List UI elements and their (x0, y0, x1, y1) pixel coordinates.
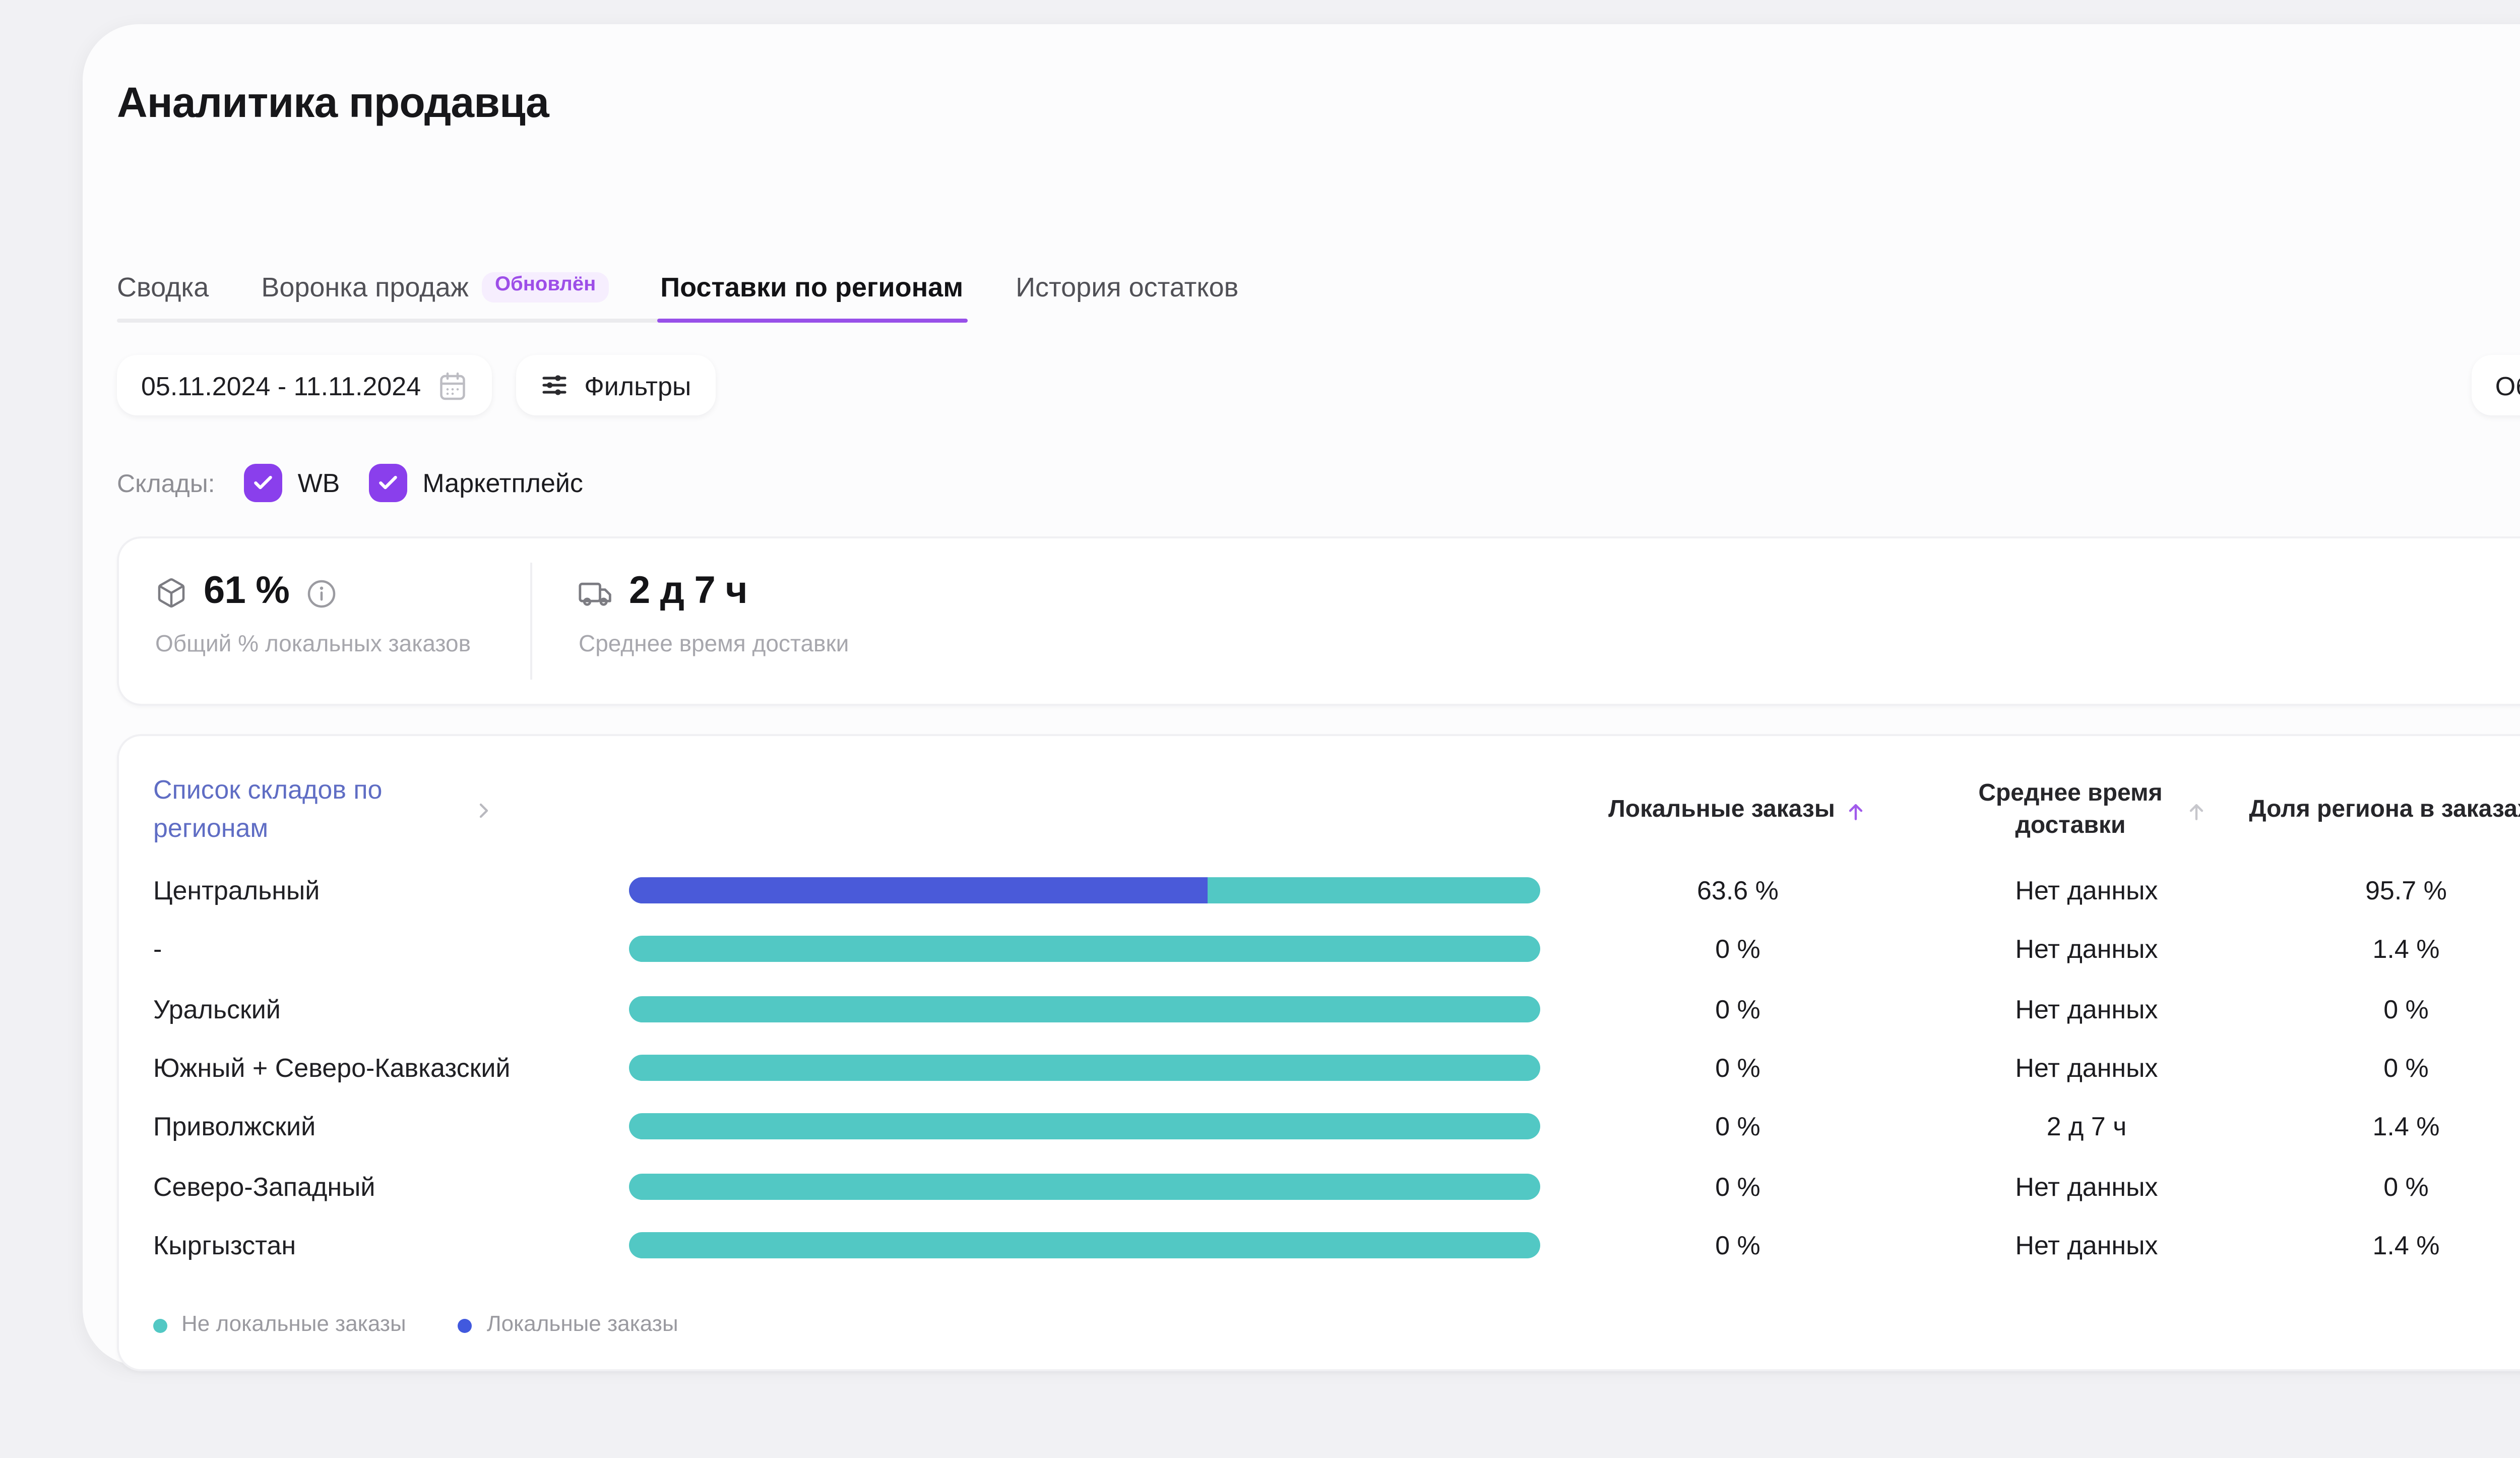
region-share-value: 95.7 % (2365, 875, 2447, 906)
orders-bar (629, 1055, 1550, 1081)
sort-arrow-up-icon (1845, 800, 1867, 822)
region-name: Центральный (153, 875, 320, 906)
stat-value: 61 % (204, 571, 290, 613)
local-orders-value: 0 % (1715, 1112, 1760, 1142)
local-orders-bar-segment (629, 877, 1209, 904)
warehouse-checkbox-marketplace[interactable]: Маркетплейс (368, 464, 583, 502)
local-orders-value: 0 % (1715, 1230, 1760, 1260)
local-orders-dot-icon (458, 1318, 473, 1332)
page-title: Аналитика продавца (117, 81, 549, 127)
region-name: - (153, 934, 162, 965)
orders-bar (629, 1232, 1550, 1258)
column-header-local-orders[interactable]: Локальные заказы (1550, 795, 1925, 826)
table-row: Южный + Северо-Кавказский 0 % Нет данных… (153, 1039, 2520, 1098)
checkbox-checked-icon (243, 464, 282, 502)
table-row: - 0 % Нет данных 1.4 % 0.1 % (153, 920, 2520, 979)
table-body: Центральный 63.6 % Нет данных 95.7 % 34.… (153, 861, 2520, 1274)
about-report-button[interactable]: Об отчёте (2471, 355, 2520, 415)
tab-voronka-prodazh[interactable]: Воронка продаж Обновлён (261, 250, 608, 323)
package-icon (155, 577, 187, 609)
local-orders-value: 0 % (1715, 934, 1760, 965)
table-row: Уральский 0 % Нет данных 0 % 6.7 % (153, 979, 2520, 1038)
delivery-time-value: Нет данных (2015, 934, 2158, 965)
tab-bar: Сводка Воронка продаж Обновлён Поставки … (117, 250, 1238, 323)
table-row: Центральный 63.6 % Нет данных 95.7 % 34.… (153, 861, 2520, 920)
legend-item-local: Локальные заказы (458, 1313, 678, 1337)
info-icon[interactable] (305, 578, 336, 608)
region-name: Южный + Северо-Кавказский (153, 1053, 511, 1083)
delivery-time-value: 2 д 7 ч (2046, 1112, 2127, 1142)
delivery-time-value: Нет данных (2015, 1171, 2158, 1201)
region-share-value: 0 % (2383, 993, 2429, 1024)
delivery-time-value: Нет данных (2015, 1230, 2158, 1260)
chart-legend: Не локальные заказы Локальные заказы (153, 1313, 678, 1337)
regions-table-panel: Список складов по регионам Локальные зак… (117, 734, 2520, 1371)
stats-divider (530, 563, 532, 680)
delivery-time-value: Нет данных (2015, 875, 2158, 906)
region-name: Северо-Западный (153, 1171, 375, 1201)
local-orders-value: 0 % (1715, 1171, 1760, 1201)
orders-bar (629, 1114, 1550, 1140)
delivery-time-value: Нет данных (2015, 1053, 2158, 1083)
table-header: Список складов по регионам Локальные зак… (153, 760, 2520, 861)
region-name: Кыргызстан (153, 1230, 296, 1260)
region-share-value: 1.4 % (2372, 1112, 2440, 1142)
region-name: Приволжский (153, 1112, 316, 1142)
delivery-time-value: Нет данных (2015, 993, 2158, 1024)
stats-panel: 61 % Общий % локальных заказов (117, 536, 2520, 706)
tab-istoriya-ostatkov[interactable]: История остатков (1016, 271, 1239, 301)
stat-caption: Общий % локальных заказов (155, 633, 471, 657)
sort-arrow-up-icon (2185, 800, 2208, 822)
column-header-region-share[interactable]: Доля региона в заказах (2249, 795, 2520, 823)
updated-badge: Обновлён (482, 271, 608, 301)
tabs-divider (117, 319, 722, 322)
warehouses-label: Склады: (117, 469, 215, 497)
stat-caption: Среднее время доставки (579, 633, 849, 657)
table-row: Кыргызстан 0 % Нет данных 1.4 % 0.1 % (153, 1216, 2520, 1274)
analytics-card: Аналитика продавца Обновлено 11.11.24 в … (83, 24, 2520, 1371)
stat-local-orders: 61 % Общий % локальных заказов (155, 538, 471, 704)
orders-bar (629, 995, 1550, 1022)
truck-icon (579, 576, 613, 610)
table-row: Северо-Западный 0 % Нет данных 0 % 8.7 % (153, 1157, 2520, 1216)
stat-value: 2 д 7 ч (629, 571, 747, 613)
region-name: Уральский (153, 993, 281, 1024)
region-share-value: 1.4 % (2372, 934, 2440, 965)
region-share-value: 0 % (2383, 1171, 2429, 1201)
date-range-picker[interactable]: 05.11.2024 - 11.11.2024 (117, 355, 492, 415)
orders-bar (629, 936, 1550, 963)
stat-delivery-time: 2 д 7 ч Среднее время доставки (579, 538, 849, 704)
table-row: Приволжский 0 % 2 д 7 ч 1.4 % 16 % (153, 1098, 2520, 1157)
chevron-right-icon (472, 799, 496, 823)
orders-bar (629, 1173, 1550, 1199)
filters-icon (540, 371, 568, 399)
toolbar: 05.11.2024 - 11.11.2024 (117, 355, 2520, 415)
calendar-icon (437, 370, 467, 400)
filters-button[interactable]: Фильтры (516, 355, 716, 415)
warehouse-checkbox-wb[interactable]: WB (243, 464, 340, 502)
column-header-delivery-time[interactable]: Среднее время доставки (1925, 779, 2248, 842)
checkbox-checked-icon (368, 464, 407, 502)
local-orders-value: 0 % (1715, 1053, 1760, 1083)
local-orders-value: 63.6 % (1697, 875, 1779, 906)
local-orders-value: 0 % (1715, 993, 1760, 1024)
tab-postavki-po-regionam[interactable]: Поставки по регионам (656, 250, 968, 323)
warehouse-list-link[interactable]: Список складов по регионам (153, 773, 496, 849)
legend-item-nonlocal: Не локальные заказы (153, 1313, 406, 1337)
region-share-value: 1.4 % (2372, 1230, 2440, 1260)
orders-bar (629, 877, 1550, 904)
region-share-value: 0 % (2383, 1053, 2429, 1083)
nonlocal-orders-dot-icon (153, 1318, 167, 1332)
tab-svodka[interactable]: Сводка (117, 271, 209, 301)
warehouses-filter: Склады: WB Маркетплейс (117, 464, 583, 502)
